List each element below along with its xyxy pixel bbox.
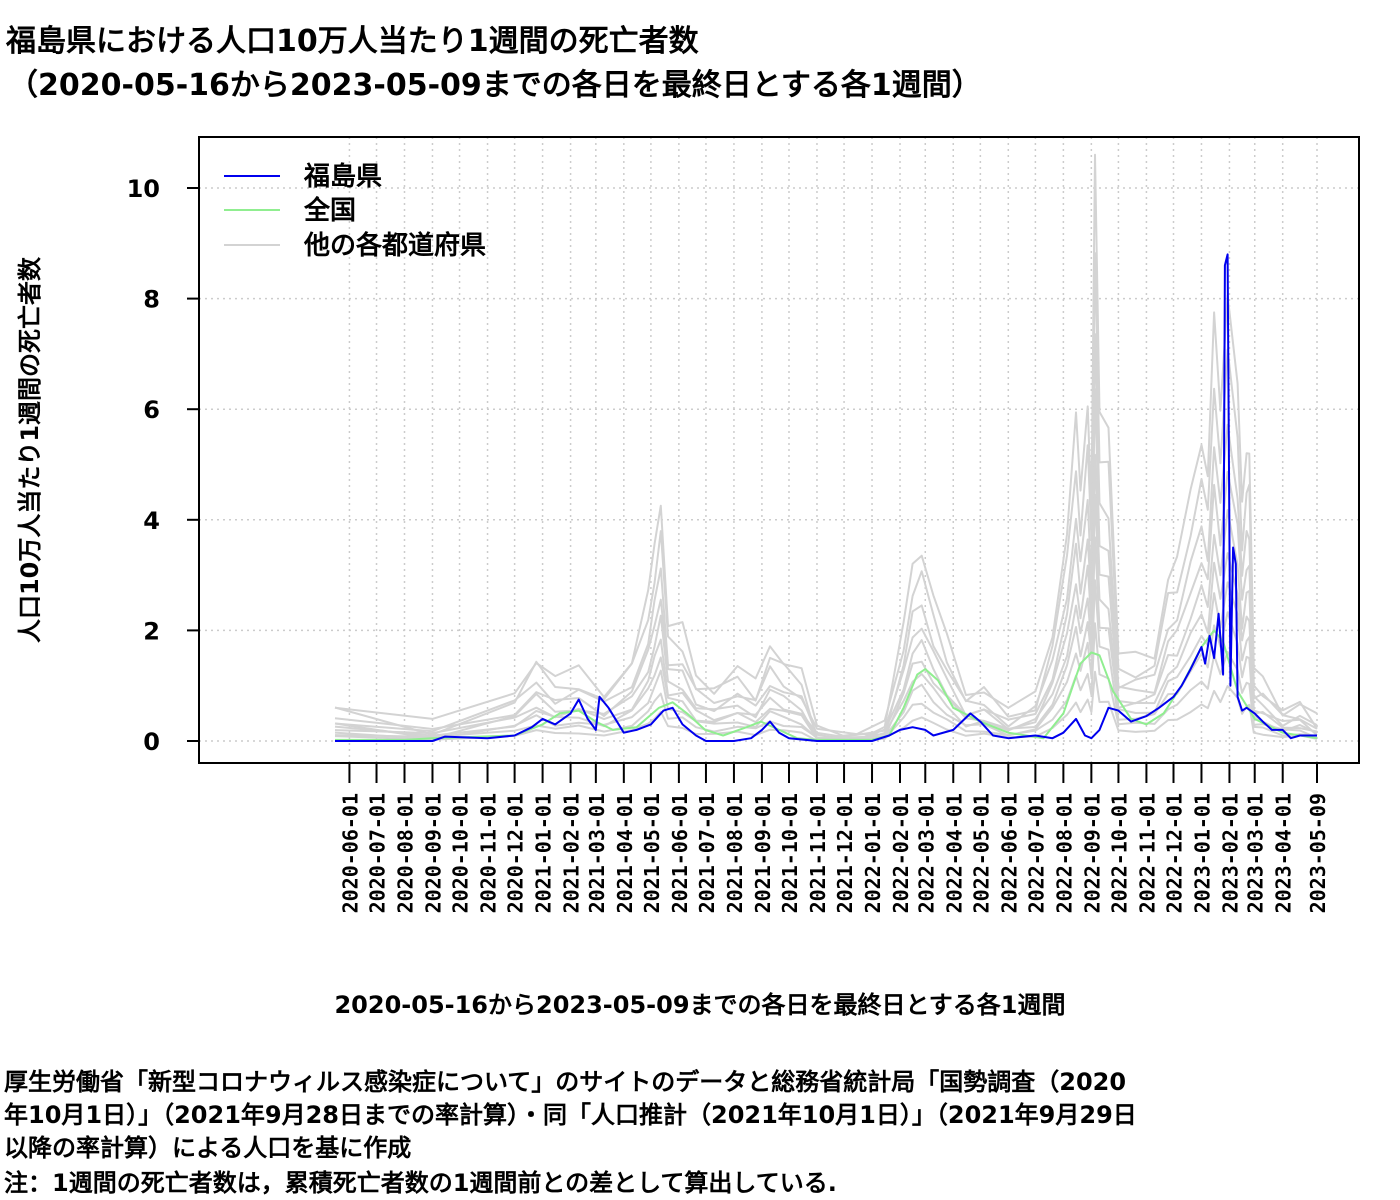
series-line-national [335, 629, 1318, 741]
source-note-line-2: 年10月1日）」（2021年9月28日までの率計算）・同「人口推計（2021年1… [4, 1101, 1137, 1129]
legend-label: 全国 [303, 195, 356, 226]
series-line-others [334, 153, 1318, 742]
series-line-others [334, 388, 1318, 742]
x-tick-label: 2020-10-01 [449, 793, 473, 913]
y-tick-label: 0 [143, 728, 160, 756]
y-tick-label: 8 [143, 286, 160, 314]
series-line-others [334, 252, 1318, 740]
y-tick-label: 10 [127, 175, 160, 203]
source-note-line-1: 厚生労働省「新型コロナウィルス感染症について」のサイトのデータと総務省統計局「国… [4, 1068, 1127, 1096]
y-axis: 0 2 4 6 8 10 [127, 175, 199, 756]
y-tick-label: 6 [143, 396, 160, 424]
y-tick-label: 2 [143, 617, 160, 645]
x-tick-label: 2023-04-01 [1272, 793, 1296, 913]
x-tick-label: 2022-08-01 [1052, 793, 1076, 913]
x-tick-label: 2021-11-01 [806, 793, 830, 913]
x-tick-label: 2021-06-01 [668, 793, 692, 913]
source-note-line-3: 以降の率計算）による人口を基に作成 [4, 1134, 412, 1162]
x-tick-label: 2022-12-01 [1162, 793, 1186, 913]
y-axis-label: 人口10万人当たり1週間の死亡者数 [16, 256, 44, 643]
x-tick-label: 2020-12-01 [504, 793, 528, 913]
x-tick-label: 2022-04-01 [942, 793, 966, 913]
series-line-others [334, 453, 1318, 740]
x-tick-label: 2023-02-01 [1218, 793, 1242, 913]
series-line-fukushima [335, 253, 1317, 742]
series-national [335, 629, 1318, 741]
x-tick-label: 2023-03-01 [1244, 793, 1268, 913]
legend-label: 他の各都道府県 [303, 230, 486, 261]
x-tick-label: 2022-03-01 [914, 793, 938, 913]
chart-subtitle: （2020-05-16から2023-05-09までの各日を最終日とする各1週間） [8, 68, 982, 103]
x-tick-label: 2021-07-01 [695, 793, 719, 913]
x-tick-label: 2022-09-01 [1080, 793, 1104, 913]
x-tick-label: 2020-07-01 [366, 793, 390, 913]
x-tick-label: 2021-08-01 [723, 793, 747, 913]
x-tick-label: 2020-08-01 [393, 793, 417, 913]
x-tick-label: 2023-05-09 [1306, 793, 1330, 913]
series-line-others [334, 622, 1318, 742]
x-tick-label: 2022-10-01 [1107, 793, 1131, 913]
x-tick-label: 2020-09-01 [421, 793, 445, 913]
x-axis-label: 2020-05-16から2023-05-09までの各日を最終日とする各1週間 [334, 991, 1066, 1019]
footnote: 注：1週間の死亡者数は，累積死亡者数の1週間前との差として算出している. [4, 1169, 837, 1197]
x-tick-label: 2021-05-01 [640, 793, 664, 913]
x-tick-label: 2022-02-01 [889, 793, 913, 913]
y-tick-label: 4 [143, 507, 160, 535]
x-tick-label: 2021-01-01 [532, 793, 556, 913]
chart-title: 福島県における人口10万人当たり1週間の死亡者数 [6, 24, 699, 59]
series-line-others [334, 333, 1318, 736]
x-tick-label: 2021-04-01 [613, 793, 637, 913]
grid [199, 137, 1359, 763]
x-tick-label: 2021-02-01 [560, 793, 584, 913]
x-tick-label: 2021-12-01 [833, 793, 857, 913]
series-fukushima [335, 253, 1317, 742]
x-tick-label: 2023-01-01 [1190, 793, 1214, 913]
x-tick-label: 2022-11-01 [1135, 793, 1159, 913]
series-line-others [334, 493, 1318, 740]
x-tick-label: 2022-05-01 [969, 793, 993, 913]
x-tick-label: 2022-07-01 [1024, 793, 1048, 913]
x-tick-label: 2022-06-01 [997, 793, 1021, 913]
x-tick-label: 2022-01-01 [861, 793, 885, 913]
x-axis: 2020-06-01 2020-07-01 2020-08-01 2020-09-01… [338, 762, 1330, 913]
x-tick-label: 2021-10-01 [778, 793, 802, 913]
x-tick-label: 2020-06-01 [338, 793, 362, 913]
legend-label: 福島県 [303, 162, 382, 192]
x-tick-label: 2021-09-01 [751, 793, 775, 913]
x-tick-label: 2020-11-01 [477, 793, 501, 913]
x-tick-label: 2021-03-01 [585, 793, 609, 913]
